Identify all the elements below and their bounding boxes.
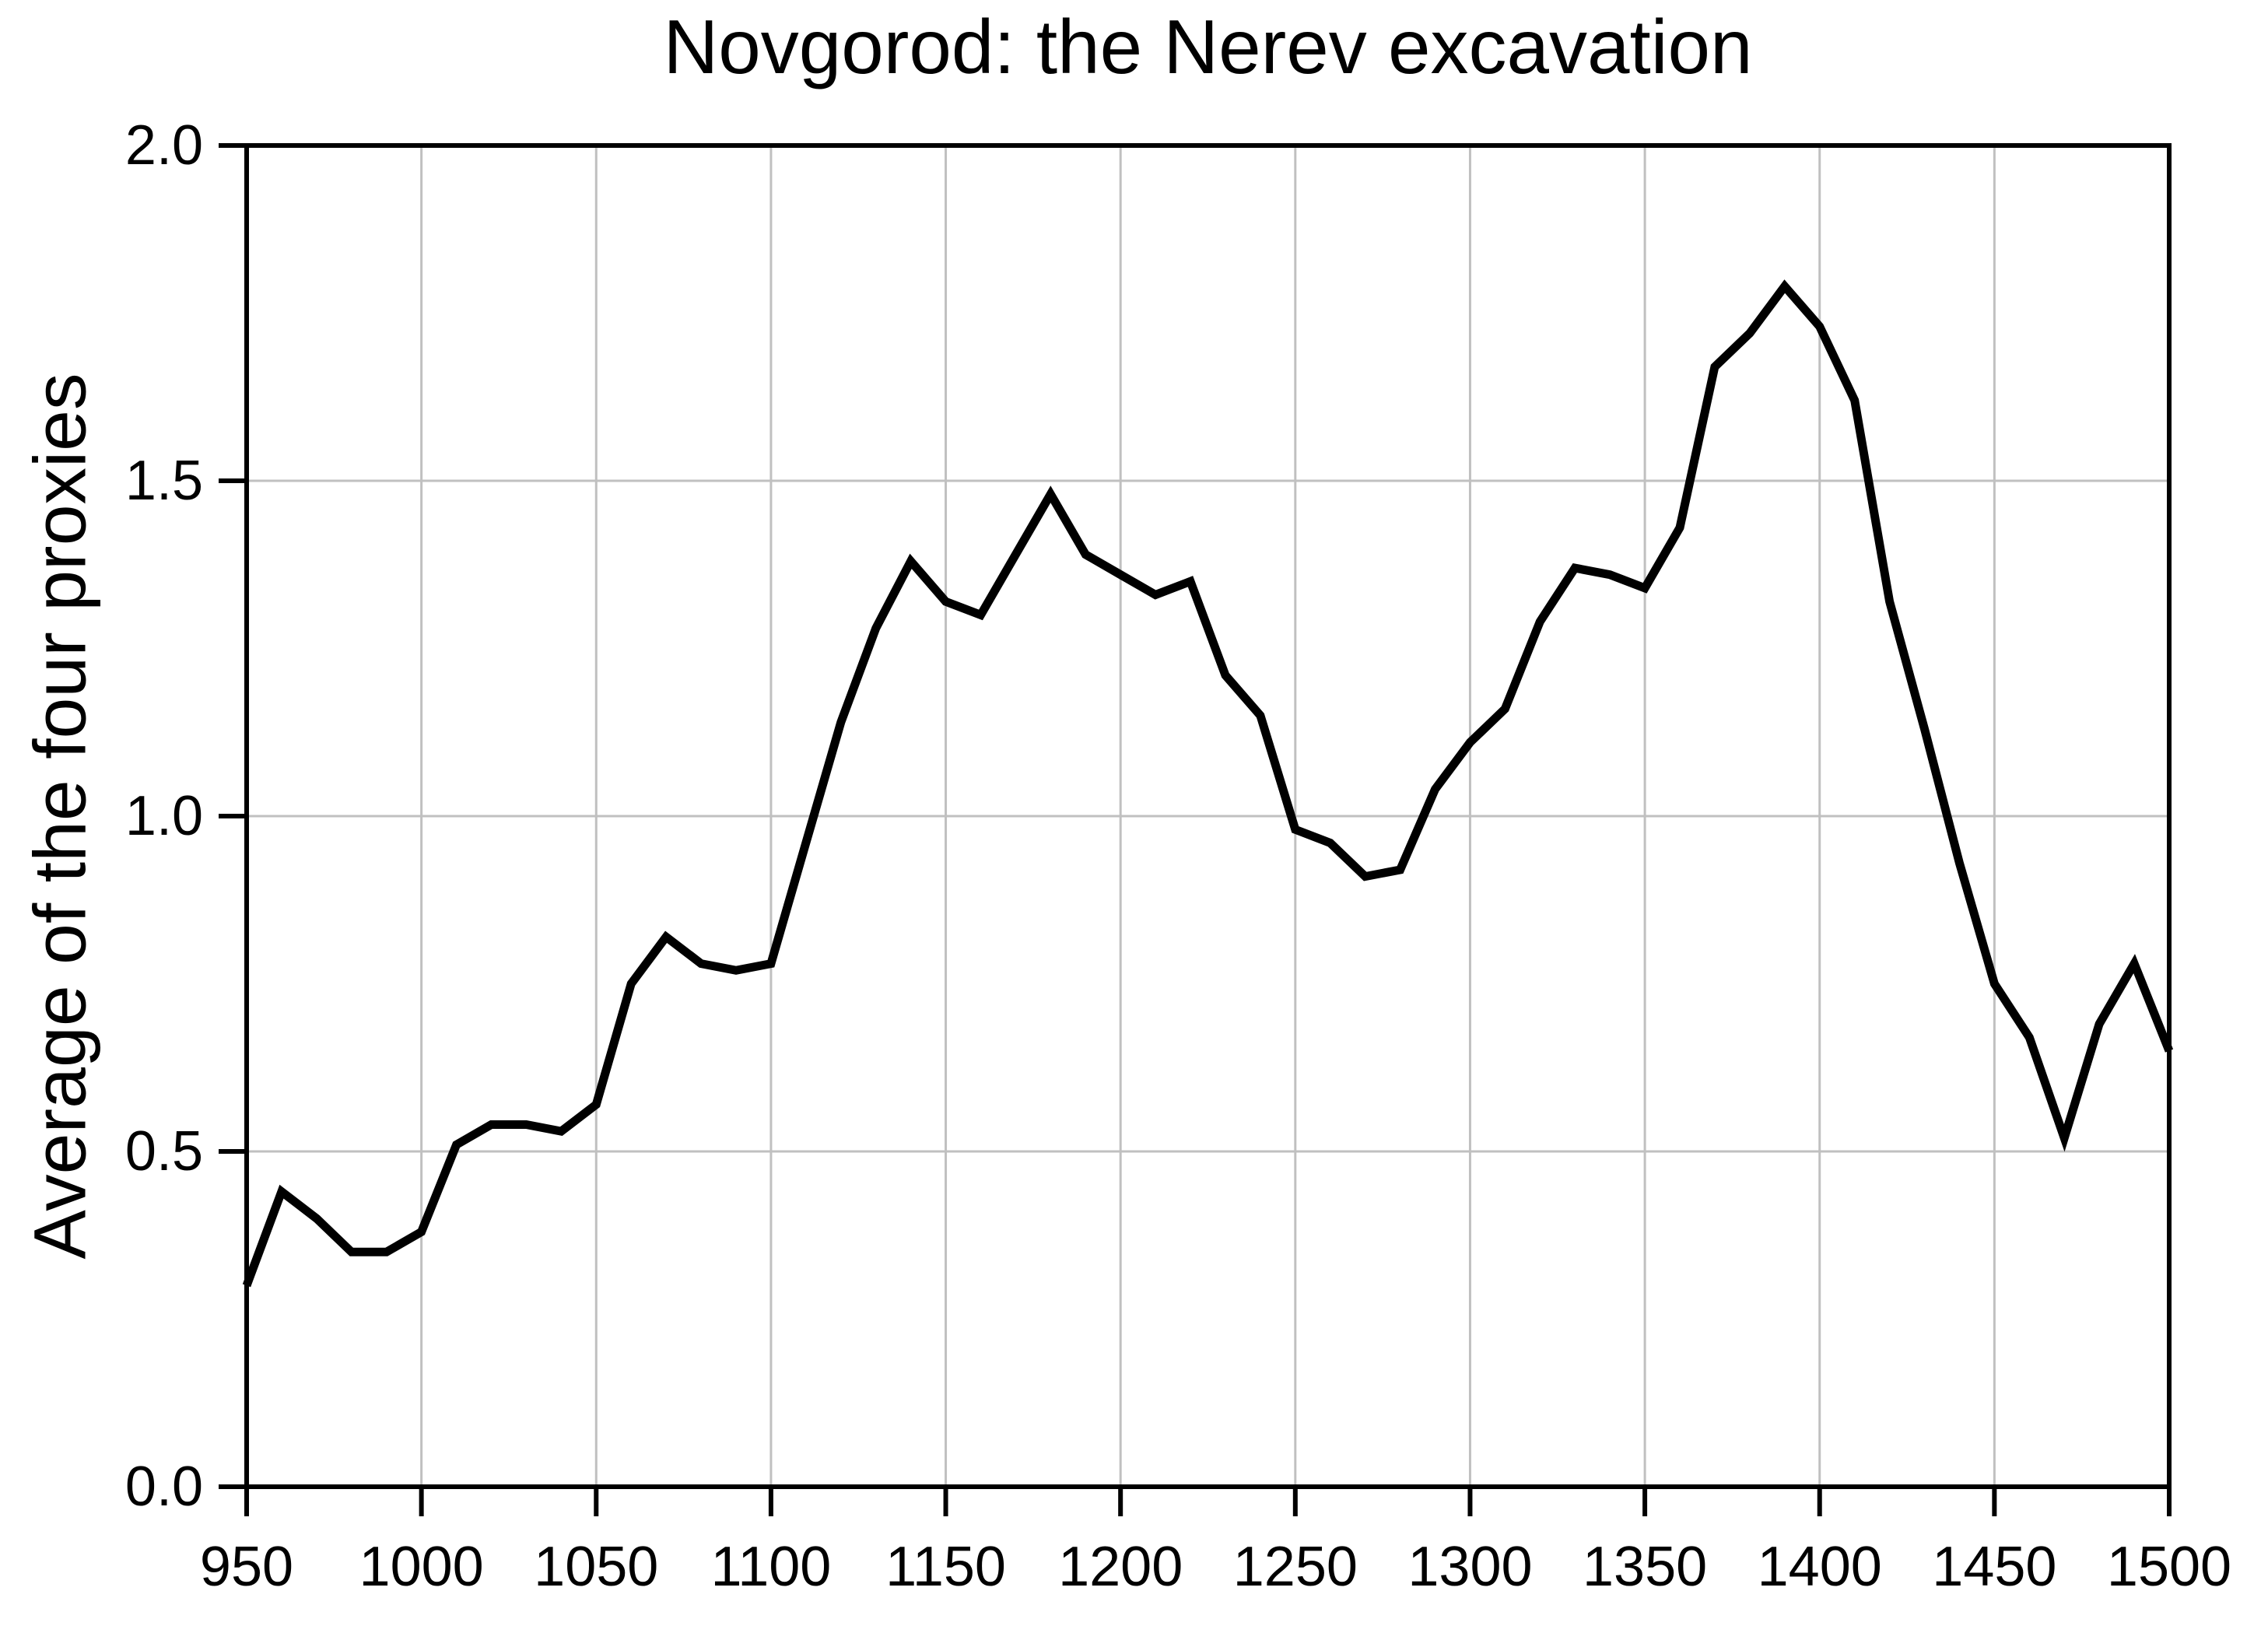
y-tick-label: 0.5 (124, 1120, 203, 1183)
x-tick-label: 1100 (710, 1536, 832, 1598)
y-tick-label: 2.0 (124, 114, 203, 177)
x-tick-label: 1200 (1058, 1536, 1183, 1598)
y-tick-label: 1.5 (124, 450, 203, 512)
x-tick-label: 950 (199, 1536, 294, 1598)
plot-frame (244, 143, 2172, 1489)
y-tick-label: 1.0 (124, 785, 203, 847)
x-tick-label: 1400 (1757, 1536, 1882, 1598)
x-tick-label: 1050 (534, 1536, 659, 1598)
x-tick-label: 1000 (359, 1536, 484, 1598)
x-tick-label: 1450 (1932, 1536, 2057, 1598)
x-tick-label: 1250 (1232, 1536, 1358, 1598)
x-tick-label: 1300 (1407, 1536, 1533, 1598)
data-line (242, 279, 2174, 1288)
chart-title: Novgorod: the Nerev excavation (663, 4, 1753, 89)
y-tick-label: 0.0 (124, 1456, 203, 1518)
x-tick-label: 1500 (2106, 1536, 2232, 1598)
x-tick-label: 1350 (1582, 1536, 1708, 1598)
x-tick-label: 1150 (885, 1536, 1006, 1598)
